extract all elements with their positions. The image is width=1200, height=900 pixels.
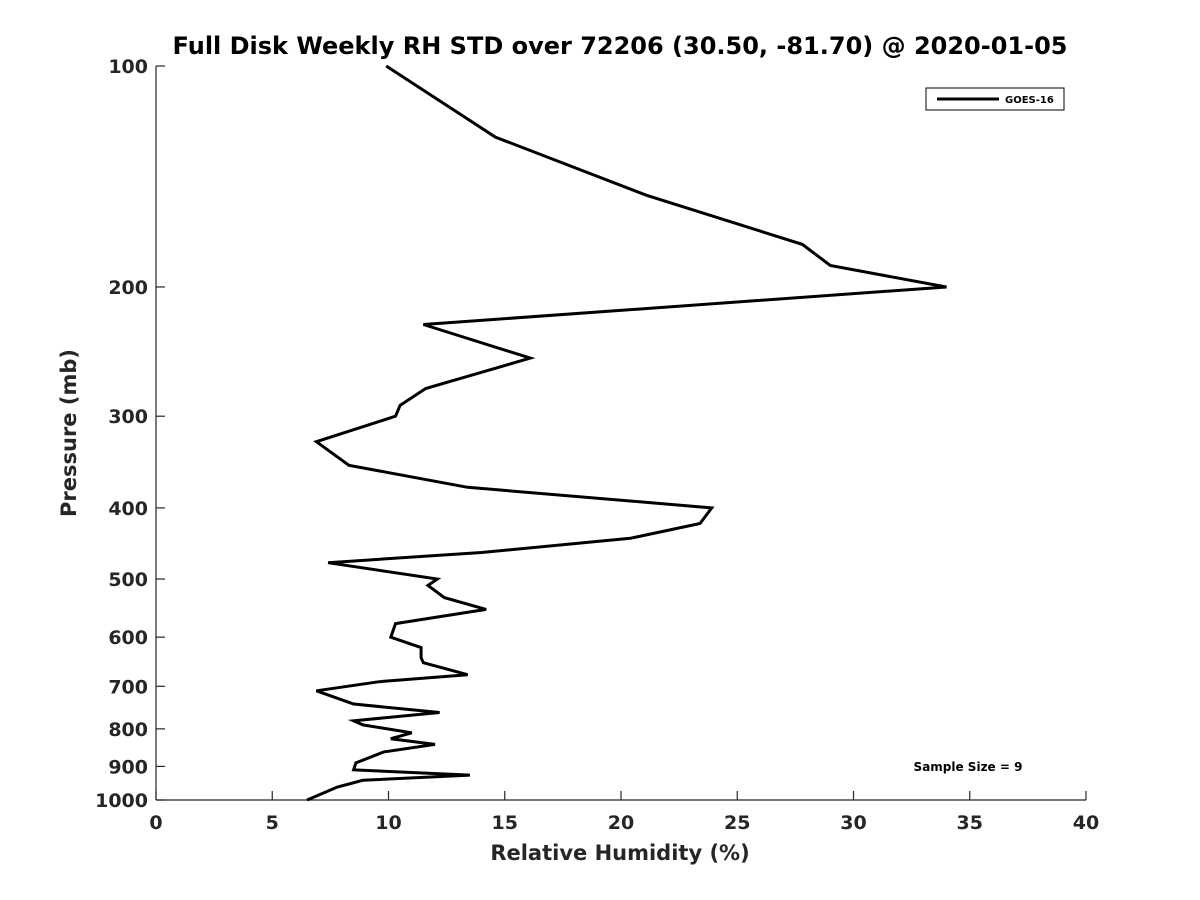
- y-tick-label: 100: [108, 56, 148, 78]
- series-layer: [306, 64, 947, 802]
- sample-size-annotation: Sample Size = 9: [914, 760, 1023, 774]
- x-axis-label: Relative Humidity (%): [490, 841, 749, 865]
- chart-title: Full Disk Weekly RH STD over 72206 (30.5…: [173, 32, 1068, 60]
- x-tick-label: 15: [492, 812, 518, 834]
- x-tick-label: 40: [1073, 812, 1099, 834]
- x-tick-label: 35: [957, 812, 983, 834]
- y-axis-ticks: 100 200 300 400 500 600 700 800 900 1000: [95, 56, 165, 812]
- y-tick-label: 700: [108, 676, 148, 698]
- x-tick-label: 20: [608, 812, 634, 834]
- plot-frame: [155, 66, 1086, 801]
- y-tick-label: 800: [108, 719, 148, 741]
- series-line-goes-16: [306, 64, 947, 802]
- x-tick-label: 30: [840, 812, 866, 834]
- y-tick-label: 600: [108, 627, 148, 649]
- y-axis-label: Pressure (mb): [57, 349, 81, 517]
- x-axis-ticks: 0 5 10 15 20 25 30 35 40: [149, 791, 1099, 834]
- x-tick-label: 5: [266, 812, 279, 834]
- x-tick-label: 10: [375, 812, 401, 834]
- x-tick-label: 0: [149, 812, 162, 834]
- legend: GOES-16: [925, 87, 1065, 111]
- x-tick-label: 25: [724, 812, 750, 834]
- legend-label-goes-16: GOES-16: [1005, 95, 1054, 106]
- y-tick-label: 200: [108, 277, 148, 299]
- y-tick-label: 400: [108, 498, 148, 520]
- y-tick-label: 500: [108, 569, 148, 591]
- y-tick-label: 300: [108, 406, 148, 428]
- y-tick-label: 900: [108, 756, 148, 778]
- y-tick-label: 1000: [95, 790, 148, 812]
